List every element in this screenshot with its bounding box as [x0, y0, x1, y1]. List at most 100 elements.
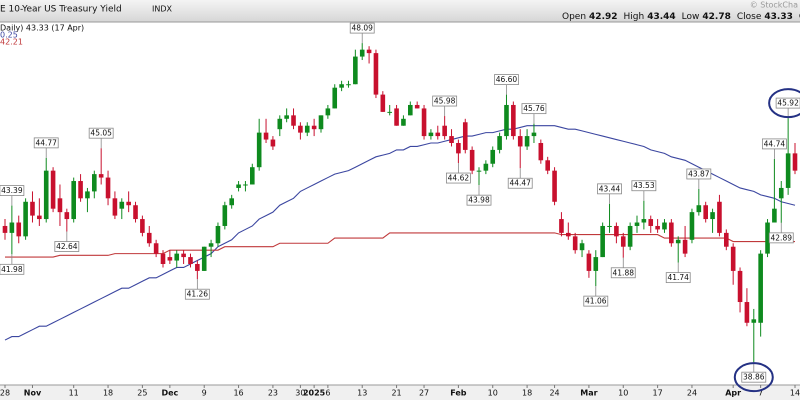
candle-body — [607, 225, 612, 227]
candle-body — [92, 174, 97, 192]
candle-body — [387, 111, 392, 113]
highlight-circle — [768, 88, 800, 119]
value-label: 41.74 — [667, 273, 689, 282]
candle-body — [133, 205, 138, 220]
candle-body — [675, 239, 681, 244]
label-box — [665, 272, 691, 284]
candle-body — [710, 212, 715, 220]
candle-body — [146, 232, 152, 244]
label-box — [494, 74, 519, 85]
candle-body — [366, 49, 372, 54]
candle-body — [270, 139, 276, 147]
candle-body — [359, 49, 365, 57]
value-label: 44.62 — [448, 174, 470, 183]
candle-body — [730, 246, 736, 271]
value-label: 44.47 — [509, 179, 531, 188]
value-label: 38.86 — [743, 373, 765, 382]
value-label: 42.64 — [56, 242, 78, 251]
candle-body — [524, 136, 530, 147]
value-label: 45.98 — [434, 97, 456, 106]
label-box — [432, 95, 458, 107]
candle-body — [195, 264, 200, 271]
candle-body — [71, 181, 76, 220]
value-label: 41.88 — [613, 268, 635, 277]
candle-body — [277, 118, 283, 130]
value-label: 43.39 — [1, 186, 23, 195]
candle-body — [78, 181, 83, 199]
candle-body — [682, 239, 688, 254]
candle-body — [380, 94, 386, 112]
label-box — [583, 295, 609, 307]
label-box — [0, 185, 25, 196]
candle-body — [64, 212, 70, 220]
candle-body — [394, 108, 399, 126]
candle-body — [112, 198, 118, 216]
candle-body — [174, 253, 180, 261]
x-tick-label: 2025 — [303, 389, 326, 398]
candle-body — [778, 187, 784, 199]
candle-body — [511, 104, 516, 137]
value-label: 45.05 — [90, 129, 112, 138]
quote-label: Open — [562, 12, 586, 22]
candle-body — [298, 125, 303, 133]
candle-body — [586, 253, 592, 271]
subtitle: Daily) 43.33 (17 Apr) — [0, 24, 84, 33]
value-label: 41.06 — [585, 297, 607, 306]
label-box — [768, 232, 794, 244]
candle-body — [98, 174, 104, 178]
candle-body — [236, 184, 241, 188]
candle-body — [717, 201, 722, 233]
moving-average-line — [4, 125, 796, 341]
label-box — [507, 177, 533, 189]
x-tick-label: Mar — [580, 389, 597, 398]
candle-body — [648, 219, 654, 226]
candle-body — [250, 167, 255, 185]
x-tick-label: 27 — [419, 389, 429, 398]
candle-body — [37, 215, 42, 220]
candle-body — [373, 53, 379, 95]
candle-body — [2, 225, 8, 233]
candle-body — [724, 232, 729, 247]
value-label: 43.53 — [633, 181, 655, 190]
candle-body — [497, 136, 502, 150]
x-tick-label: 21 — [391, 389, 401, 398]
candle-body — [538, 143, 544, 161]
candle-body — [311, 125, 317, 130]
candle-body — [229, 198, 234, 206]
value-label: 43.44 — [599, 184, 621, 193]
label-box — [597, 183, 622, 195]
label-box — [521, 103, 547, 115]
value-label: 43.98 — [468, 196, 490, 205]
candle-body — [256, 132, 262, 168]
candle-body — [765, 222, 770, 254]
candle-body — [517, 136, 523, 147]
candle-body — [614, 225, 619, 237]
candle-body — [201, 246, 207, 271]
candle-body — [119, 201, 125, 209]
x-tick-label: 14 — [790, 389, 800, 398]
label-box — [761, 138, 787, 150]
candle-body — [442, 125, 447, 137]
candle-body — [579, 243, 585, 251]
quote-label: High — [624, 12, 645, 22]
candle-body — [325, 108, 331, 116]
label-box — [54, 241, 80, 252]
candle-body — [421, 108, 427, 137]
x-tick-label: 9 — [202, 389, 207, 398]
label-box — [686, 168, 712, 180]
x-tick-label: 10 — [618, 389, 628, 398]
value-label: 44.74 — [764, 139, 786, 148]
candle-body — [689, 212, 695, 240]
candle-body — [462, 122, 468, 150]
candle-body — [545, 160, 550, 171]
quote-value: 42.92 — [589, 12, 617, 22]
x-tick-label: 16 — [233, 389, 243, 398]
candle-body — [655, 225, 660, 230]
candle-body — [476, 170, 482, 172]
candle-body — [593, 257, 599, 271]
candle-body — [339, 84, 344, 88]
candle-body — [140, 219, 145, 233]
candle-body — [490, 149, 496, 164]
x-tick-label: 11 — [69, 389, 79, 398]
